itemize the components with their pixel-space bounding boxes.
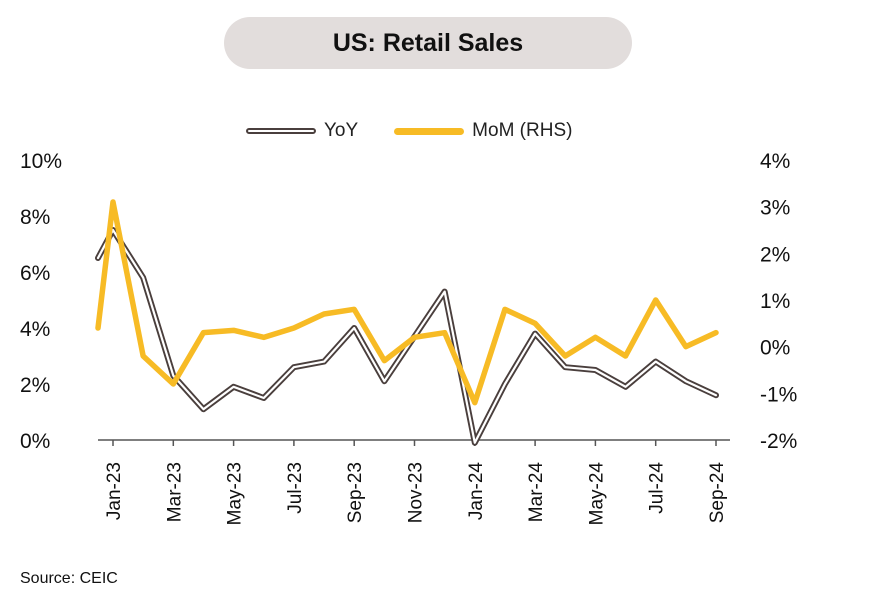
x-tick-label: Sep-24 — [707, 462, 728, 524]
legend: YoY MoM (RHS) — [246, 120, 608, 142]
right-tick-label: 0% — [760, 337, 790, 360]
series-yoy-line — [96, 228, 718, 444]
left-tick-label: 0% — [20, 430, 50, 453]
left-tick-label: 2% — [20, 374, 50, 397]
left-axis-ticks: 0% 2% 4% 6% 8% 10% — [20, 150, 62, 453]
x-tick-label: May-24 — [586, 462, 607, 526]
series-mom — [95, 199, 719, 406]
right-axis-ticks: -2% -1% 0% 1% 2% 3% 4% — [760, 150, 797, 453]
x-tick-label: May-23 — [225, 462, 246, 525]
x-axis-ticks: Jan-23 Mar-23 May-23 Jul-23 Sep-23 Nov-23 Jan-… — [104, 440, 728, 525]
x-tick-label: Mar-23 — [164, 462, 185, 522]
x-tick-label: Jan-23 — [104, 462, 125, 520]
right-tick-label: 1% — [760, 290, 790, 313]
x-tick-label: Nov-23 — [406, 462, 427, 523]
legend-label-yoy: YoY — [324, 120, 359, 141]
legend-label-mom: MoM (RHS) — [472, 120, 573, 141]
series-yoy-outline — [95, 227, 719, 446]
left-tick-label: 4% — [20, 318, 50, 341]
chart-title-pill: US: Retail Sales — [224, 17, 632, 69]
left-tick-label: 10% — [20, 150, 62, 173]
x-tick-label: Jan-24 — [466, 462, 487, 521]
right-tick-label: 2% — [760, 243, 790, 266]
series-yoy — [95, 227, 719, 446]
right-tick-label: 4% — [760, 150, 790, 173]
right-tick-label: 3% — [760, 197, 790, 220]
left-tick-label: 6% — [20, 262, 50, 285]
legend-item-mom: MoM (RHS) — [394, 120, 572, 142]
x-tick-label: Jul-24 — [647, 462, 668, 514]
left-tick-label: 8% — [20, 206, 50, 229]
x-tick-label: Sep-23 — [345, 462, 366, 523]
right-tick-label: -2% — [760, 430, 797, 453]
x-tick-label: Mar-24 — [526, 462, 547, 523]
source-note: Source: CEIC — [20, 570, 118, 587]
right-tick-label: -1% — [760, 383, 797, 406]
chart-title: US: Retail Sales — [332, 28, 524, 57]
legend-swatch-yoy — [246, 128, 316, 134]
legend-swatch-mom — [394, 127, 465, 135]
legend-item-yoy: YoY — [246, 120, 358, 142]
series-mom-line — [95, 199, 719, 406]
x-tick-label: Jul-23 — [285, 462, 306, 514]
